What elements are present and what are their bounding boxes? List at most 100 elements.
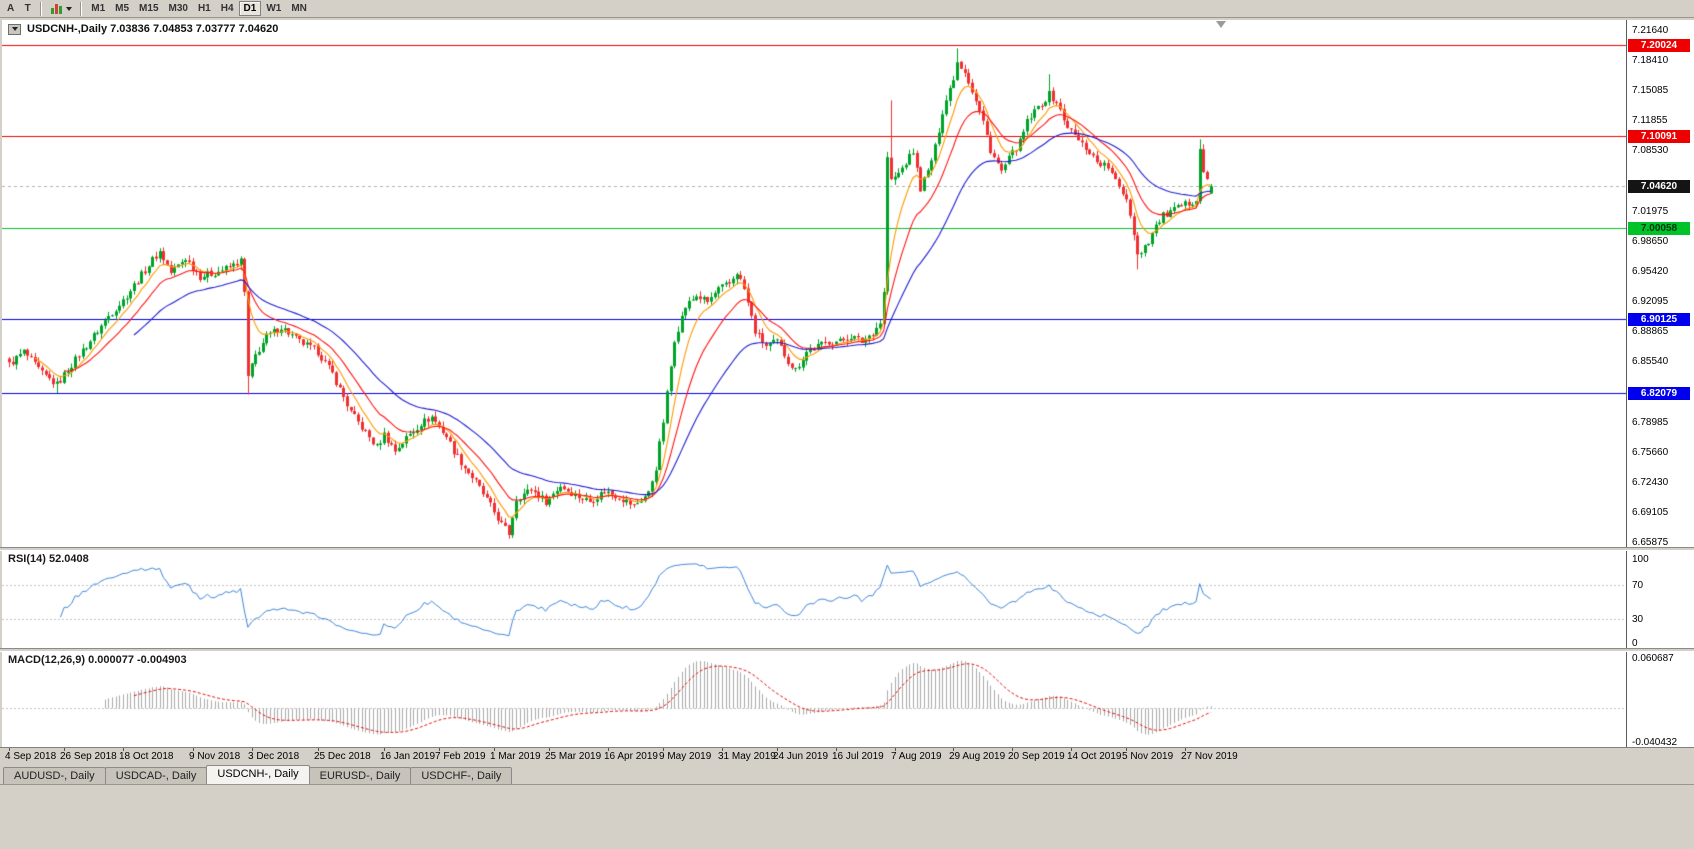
price-scale-label: 6.75660 — [1632, 447, 1669, 459]
price-scale-label: 6.88865 — [1632, 325, 1669, 337]
chart-title: USDCNH-,Daily 7.03836 7.04853 7.03777 7.… — [27, 23, 279, 35]
price-scale-label: 6.72430 — [1632, 476, 1669, 488]
time-tick — [953, 748, 954, 751]
time-tick — [439, 748, 440, 751]
chart-tab-usdchf-daily[interactable]: USDCHF-, Daily — [410, 767, 513, 784]
time-scale-label: 24 Jun 2019 — [773, 751, 829, 762]
chevron-down-icon — [11, 27, 18, 31]
timeframe-button-m5[interactable]: M5 — [115, 3, 130, 14]
macd-scale[interactable]: 0.060687 -0.040432 — [1626, 652, 1694, 747]
price-scale-label: 7.08530 — [1632, 145, 1669, 157]
timeframe-button-mn[interactable]: MN — [291, 3, 307, 14]
time-tick — [1071, 748, 1072, 751]
price-tag: 7.00058 — [1628, 222, 1690, 236]
chart-tab-usdcnh-daily[interactable]: USDCNH-, Daily — [206, 765, 310, 784]
timeframe-button-m15[interactable]: M15 — [139, 3, 159, 14]
timeframe-button-group: M1 M5 M15 M30 H1 H4 D1 W1 MN — [86, 1, 312, 16]
time-scale-label: 16 Jan 2019 — [380, 751, 436, 762]
time-scale-label: 9 Nov 2018 — [189, 751, 241, 762]
indicators-dropdown-button[interactable] — [46, 1, 76, 16]
timeframe-button-h1[interactable]: H1 — [197, 3, 211, 14]
time-tick — [193, 748, 194, 751]
time-tick — [1185, 748, 1186, 751]
price-scale-label: 6.98650 — [1632, 236, 1669, 248]
price-tag: 7.20024 — [1628, 38, 1690, 52]
rsi-label: RSI(14) 52.0408 — [8, 553, 89, 565]
timeframe-button-m1[interactable]: M1 — [91, 3, 106, 14]
rsi-scale-label: 0 — [1632, 638, 1638, 648]
price-scale-label: 7.15085 — [1632, 85, 1669, 97]
chart-tab-audusd-daily[interactable]: AUDUSD-, Daily — [3, 767, 106, 784]
time-tick — [549, 748, 550, 751]
rsi-scale-label: 100 — [1632, 554, 1649, 565]
chart-tab-usdcad-daily[interactable]: USDCAD-, Daily — [104, 767, 208, 784]
time-scale-label: 25 Mar 2019 — [545, 751, 602, 762]
timeframe-button-w1[interactable]: W1 — [266, 3, 282, 14]
time-scale-label: 9 May 2019 — [659, 751, 712, 762]
timeframe-button-h4[interactable]: H4 — [220, 3, 234, 14]
time-scale-label: 16 Jul 2019 — [832, 751, 884, 762]
price-scale-label: 7.21640 — [1632, 25, 1669, 36]
toolbar-button-t[interactable]: T — [24, 3, 31, 14]
window-background — [0, 784, 1694, 849]
price-scale-label: 6.92095 — [1632, 296, 1669, 308]
timeframe-button-d1[interactable]: D1 — [238, 1, 262, 16]
price-tag: 6.82079 — [1628, 387, 1690, 401]
time-scale-label: 14 Oct 2019 — [1067, 751, 1122, 762]
time-tick — [895, 748, 896, 751]
time-scale-label: 5 Nov 2019 — [1122, 751, 1174, 762]
price-chart-pane: USDCNH-,Daily 7.03836 7.04853 7.03777 7.… — [2, 20, 1626, 547]
time-scale-label: 16 Apr 2019 — [604, 751, 658, 762]
price-scale[interactable]: 7.21640 7.18410 7.15085 7.11855 7.08530 7.019… — [1626, 20, 1694, 547]
price-scale-label: 6.85540 — [1632, 356, 1669, 368]
chart-shift-marker[interactable] — [1216, 21, 1226, 28]
time-scale-label: 31 May 2019 — [718, 751, 776, 762]
timeframe-button-m30[interactable]: M30 — [168, 3, 188, 14]
price-scale-label: 7.11855 — [1632, 114, 1668, 126]
time-scale-label: 26 Sep 2018 — [60, 751, 117, 762]
rsi-canvas[interactable] — [2, 551, 1626, 648]
macd-scale-label: -0.040432 — [1632, 737, 1678, 747]
price-scale-label: 7.18410 — [1632, 54, 1669, 66]
chevron-down-icon — [66, 6, 73, 11]
time-tick — [384, 748, 385, 751]
price-scale-label: 7.01975 — [1632, 205, 1669, 217]
main-chart-canvas[interactable] — [2, 20, 1626, 547]
time-tick — [1012, 748, 1013, 751]
time-scale-label: 1 Mar 2019 — [490, 751, 541, 762]
time-tick — [9, 748, 10, 751]
rsi-scale-label: 70 — [1632, 579, 1644, 591]
price-scale-label: 6.95420 — [1632, 265, 1669, 277]
time-scale-label: 7 Feb 2019 — [435, 751, 486, 762]
time-scale-label: 25 Dec 2018 — [314, 751, 371, 762]
rsi-indicator-pane: RSI(14) 52.0408 — [2, 551, 1626, 648]
time-scale-label: 4 Sep 2018 — [5, 751, 57, 762]
pane-splitter[interactable] — [0, 648, 1694, 652]
rsi-scale[interactable]: 100 70 30 0 — [1626, 551, 1694, 648]
macd-scale-label: 0.060687 — [1632, 653, 1674, 664]
time-scale[interactable]: 4 Sep 2018 26 Sep 2018 18 Oct 2018 9 Nov 20… — [0, 747, 1694, 763]
chart-tab-eurusd-daily[interactable]: EURUSD-, Daily — [308, 767, 412, 784]
chart-dropdown-button[interactable] — [8, 23, 21, 35]
time-tick — [1126, 748, 1127, 751]
chart-header: USDCNH-,Daily 7.03836 7.04853 7.03777 7.… — [8, 23, 278, 35]
price-tag: 7.10091 — [1628, 130, 1690, 144]
time-tick — [64, 748, 65, 751]
pane-splitter[interactable] — [0, 547, 1694, 551]
toolbar-separator — [40, 1, 43, 16]
rsi-scale-label: 30 — [1632, 613, 1644, 625]
toolbar-button-a[interactable]: A — [7, 3, 15, 14]
time-scale-label: 27 Nov 2019 — [1181, 751, 1238, 762]
time-tick — [777, 748, 778, 751]
time-tick — [836, 748, 837, 751]
time-tick — [494, 748, 495, 751]
price-scale-label: 6.69105 — [1632, 507, 1669, 519]
toolbar-separator — [80, 1, 83, 16]
time-scale-label: 20 Sep 2019 — [1008, 751, 1065, 762]
macd-canvas[interactable] — [2, 652, 1626, 747]
time-tick — [252, 748, 253, 751]
price-tag: 6.90125 — [1628, 313, 1690, 327]
time-tick — [722, 748, 723, 751]
